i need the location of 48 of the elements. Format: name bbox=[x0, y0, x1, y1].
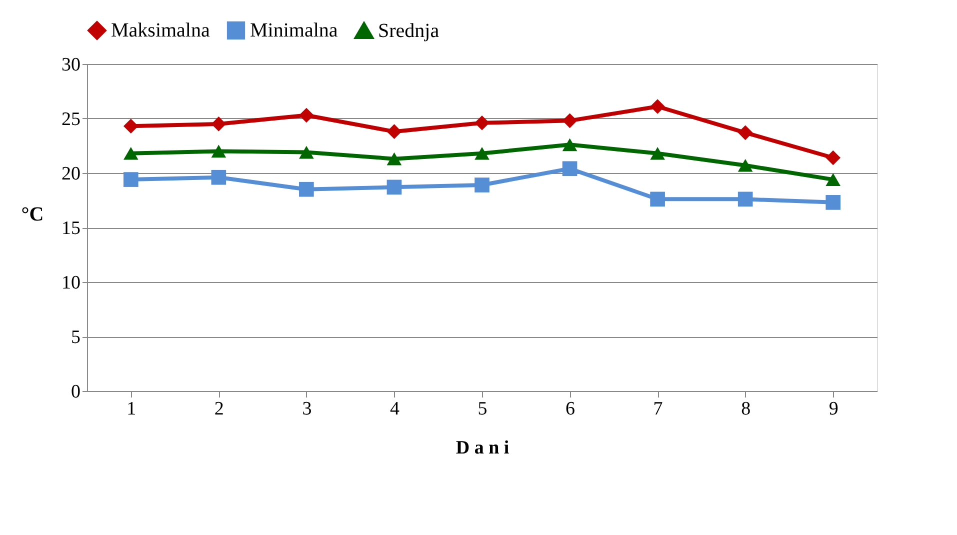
y-tick-label: 30 bbox=[62, 54, 80, 76]
x-tick-label: 4 bbox=[390, 398, 400, 420]
point bbox=[562, 161, 578, 176]
y-tick-label: 15 bbox=[62, 218, 80, 239]
point bbox=[562, 138, 578, 152]
point bbox=[650, 99, 665, 114]
x-tick-label: 2 bbox=[214, 398, 224, 420]
y-tick-label: 0 bbox=[71, 382, 80, 402]
point bbox=[299, 182, 314, 197]
y-tick-label: 20 bbox=[62, 164, 80, 184]
point bbox=[650, 146, 665, 160]
point bbox=[299, 146, 314, 159]
point bbox=[826, 195, 841, 210]
point bbox=[211, 144, 226, 158]
x-tick-label: 3 bbox=[302, 398, 312, 420]
y-tick-label: 5 bbox=[71, 327, 80, 348]
y-tick-label: 10 bbox=[62, 272, 80, 294]
legend-label: Maksimalna bbox=[111, 19, 210, 42]
x-tick-label: 6 bbox=[566, 398, 576, 420]
point bbox=[386, 180, 402, 195]
point bbox=[738, 158, 753, 172]
x-tick-label: 7 bbox=[653, 398, 663, 420]
legend-label: Srednja bbox=[378, 20, 440, 42]
x-tick-label: 9 bbox=[828, 398, 838, 420]
point bbox=[826, 173, 841, 186]
point bbox=[386, 124, 402, 139]
point bbox=[738, 192, 753, 207]
point bbox=[474, 115, 490, 130]
point bbox=[826, 150, 841, 166]
point bbox=[211, 170, 226, 185]
point bbox=[211, 116, 226, 132]
point bbox=[738, 125, 753, 140]
point bbox=[123, 146, 138, 160]
y-axis-title: °C bbox=[21, 204, 44, 226]
x-tick-label: 8 bbox=[741, 398, 751, 420]
x-tick-label: 1 bbox=[126, 398, 136, 420]
point bbox=[474, 178, 490, 192]
x-tick-label: 5 bbox=[478, 398, 488, 420]
point bbox=[562, 113, 578, 128]
legend-label: Minimalna bbox=[250, 19, 338, 42]
point bbox=[386, 152, 402, 166]
point bbox=[123, 172, 138, 187]
point bbox=[299, 108, 314, 123]
point bbox=[474, 146, 490, 160]
x-axis-title: D a n i bbox=[456, 438, 510, 458]
point bbox=[123, 118, 138, 134]
y-tick-label: 25 bbox=[62, 109, 80, 130]
point bbox=[650, 192, 665, 207]
